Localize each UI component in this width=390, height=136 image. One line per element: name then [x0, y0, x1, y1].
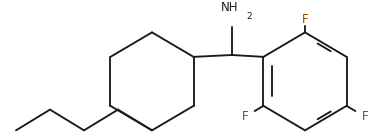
Text: F: F	[362, 110, 369, 123]
Text: 2: 2	[247, 12, 252, 21]
Text: F: F	[241, 110, 248, 123]
Text: NH: NH	[221, 1, 239, 14]
Text: F: F	[302, 13, 308, 26]
